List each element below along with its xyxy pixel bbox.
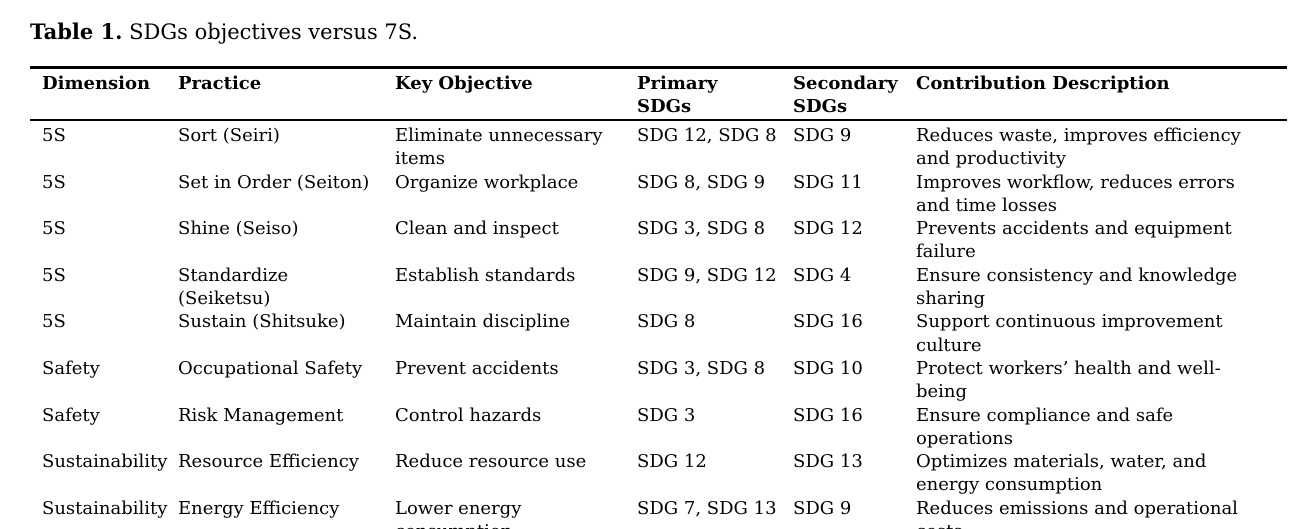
table-cell: Improves workflow, reduces errors and ti… [916, 171, 1235, 216]
sdg-objectives-table: Dimension Practice Key Objective Primary SD… [30, 66, 1287, 529]
table-cell: SDG 9, SDG 12 [637, 264, 777, 286]
table-cell: Prevents accidents and equipment failure [916, 218, 1232, 263]
table-cell: Support continuous improvement culture [916, 311, 1223, 356]
table-cell: SDG 12 [793, 218, 863, 240]
table-row: 5S Set in Order (Seiton) Organize workplac… [30, 171, 1287, 218]
table-cell: Ensure compliance and safe operations [916, 404, 1174, 449]
table-cell: SDG 9 [793, 125, 852, 146]
table-cell: SDG 16 [793, 404, 863, 426]
table-cell: 5S [42, 218, 66, 240]
table-caption-label: Table 1. [30, 19, 123, 44]
table-cell: SDG 12, SDG 8 [637, 125, 777, 146]
column-header-contribution-description: Contribution Description [916, 67, 1287, 121]
table-cell: Maintain discipline [395, 311, 571, 333]
table-cell: SDG 11 [793, 171, 863, 193]
table-cell: Eliminate unnecessary items [395, 125, 603, 170]
table-cell: Protect workers’ health and well-being [916, 357, 1221, 403]
table-row: 5S Sort (Seiri) Eliminate unnecessary item… [30, 120, 1287, 171]
table-row: Safety Occupational Safety Prevent acciden… [30, 357, 1287, 404]
table-cell: 5S [42, 264, 66, 286]
table-cell: SDG 8, SDG 9 [637, 171, 766, 193]
table-cell: Resource Efficiency [178, 451, 359, 473]
table-row: 5S Shine (Seiso) Clean and inspect SDG 3, S… [30, 217, 1287, 264]
table-row: Sustainability Resource Efficiency Reduce … [30, 450, 1287, 497]
table-cell: Set in Order (Seiton) [178, 171, 370, 193]
table-cell: Prevent accidents [395, 357, 559, 379]
header-row: Dimension Practice Key Objective Primary SD… [30, 67, 1287, 121]
table-cell: Ensure consistency and knowledge sharing [916, 264, 1238, 310]
column-header-secondary-sdgs: Secondary SDGs [793, 67, 916, 121]
table-cell: Reduce resource use [395, 451, 587, 473]
table-cell: SDG 12 [637, 451, 707, 473]
table-cell: SDG 10 [793, 357, 863, 379]
table-cell: Sustainability [42, 451, 168, 473]
table-cell: Clean and inspect [395, 218, 559, 240]
column-header-primary-sdgs: Primary SDGs [637, 67, 793, 121]
table-cell: Risk Management [178, 404, 344, 426]
table-cell: SDG 16 [793, 311, 863, 333]
column-header-dimension: Dimension [30, 67, 178, 121]
table-cell: Lower energy consumption [395, 497, 522, 529]
table-caption-text: SDGs objectives versus 7S. [129, 20, 419, 44]
table-cell: Energy Efficiency [178, 497, 340, 519]
table-row: 5S Sustain (Shitsuke) Maintain discipline S… [30, 310, 1287, 357]
table-cell: SDG 4 [793, 264, 852, 286]
table-cell: Standardize (Seiketsu) [178, 264, 289, 310]
table-cell: Reduces waste, improves efficiency and p… [916, 125, 1241, 170]
table-cell: Safety [42, 404, 100, 426]
table-cell: Shine (Seiso) [178, 218, 299, 240]
table-cell: Establish standards [395, 264, 576, 286]
table-row: Sustainability Energy Efficiency Lower ene… [30, 497, 1287, 529]
table-row: Safety Risk Management Control hazards SDG … [30, 404, 1287, 451]
table-row: 5S Standardize (Seiketsu) Establish standa… [30, 264, 1287, 311]
table-cell: Occupational Safety [178, 357, 363, 379]
table-cell: SDG 3, SDG 8 [637, 218, 766, 240]
table-caption: Table 1. SDGs objectives versus 7S. [30, 18, 1287, 46]
table-cell: Control hazards [395, 404, 542, 426]
table-cell: Safety [42, 357, 100, 379]
table-cell: SDG 3 [637, 404, 696, 426]
column-header-key-objective: Key Objective [395, 67, 637, 121]
table-cell: SDG 3, SDG 8 [637, 357, 766, 379]
table-cell: Organize workplace [395, 171, 579, 193]
table-cell: SDG 9 [793, 497, 852, 519]
table-body: 5S Sort (Seiri) Eliminate unnecessary item… [30, 120, 1287, 529]
table-cell: Optimizes materials, water, and energy c… [916, 451, 1207, 496]
table-cell: SDG 7, SDG 13 [637, 497, 777, 519]
table-cell: SDG 13 [793, 451, 863, 473]
table-cell: Sustain (Shitsuke) [178, 311, 346, 333]
table-cell: SDG 8 [637, 311, 696, 333]
table-cell: 5S [42, 311, 66, 333]
column-header-practice: Practice [178, 67, 395, 121]
table-cell: Sort (Seiri) [178, 125, 280, 146]
table-cell: Sustainability [42, 497, 168, 519]
table-cell: Reduces emissions and operational costs [916, 497, 1238, 529]
table-cell: 5S [42, 125, 66, 146]
table-cell: 5S [42, 171, 66, 193]
